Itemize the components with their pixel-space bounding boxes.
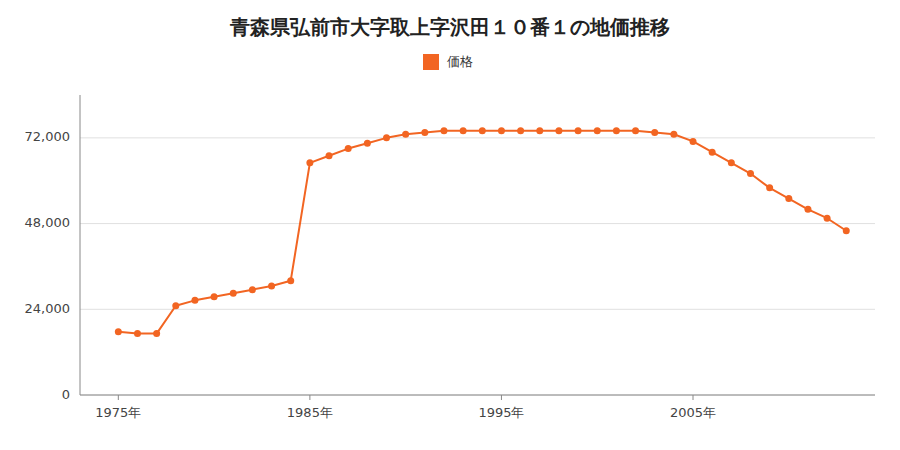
y-axis-line <box>80 95 81 395</box>
y-tick-label: 0 <box>62 387 70 402</box>
marker <box>728 159 735 166</box>
y-tick-label: 72,000 <box>25 129 71 144</box>
grid-line <box>80 223 875 224</box>
marker <box>498 127 505 134</box>
marker <box>440 127 447 134</box>
marker <box>383 134 390 141</box>
x-tick <box>693 395 694 400</box>
marker <box>134 330 141 337</box>
legend-label: 価格 <box>447 54 473 69</box>
marker <box>575 127 582 134</box>
grid-line <box>80 137 875 138</box>
x-tick-label: 1995年 <box>478 405 524 420</box>
marker <box>460 127 467 134</box>
x-tick-label: 1985年 <box>287 405 333 420</box>
x-tick-label: 1975年 <box>95 405 141 420</box>
marker <box>709 149 716 156</box>
marker <box>594 127 601 134</box>
marker <box>172 302 179 309</box>
marker <box>632 127 639 134</box>
marker <box>670 131 677 138</box>
marker <box>364 140 371 147</box>
marker <box>268 283 275 290</box>
x-tick <box>501 395 502 400</box>
grid-line <box>80 395 875 396</box>
marker <box>402 131 409 138</box>
plot-data <box>115 127 850 337</box>
marker <box>804 206 811 213</box>
marker <box>690 138 697 145</box>
marker <box>191 297 198 304</box>
marker <box>747 170 754 177</box>
marker <box>249 286 256 293</box>
marker <box>785 195 792 202</box>
marker <box>479 127 486 134</box>
marker <box>651 129 658 136</box>
marker <box>153 330 160 337</box>
legend: 価格 <box>423 54 473 71</box>
title: 青森県弘前市大字取上字沢田１０番１の地価推移 <box>229 15 670 39</box>
marker <box>555 127 562 134</box>
x-tick <box>118 395 119 400</box>
x-axis-line <box>80 395 875 396</box>
marker <box>115 328 122 335</box>
marker <box>326 152 333 159</box>
line <box>118 131 846 334</box>
marker <box>843 227 850 234</box>
marker <box>287 277 294 284</box>
grid-line <box>80 309 875 310</box>
y-tick-label: 24,000 <box>25 301 71 316</box>
y-tick-label: 48,000 <box>25 215 71 230</box>
x-tick <box>309 395 310 400</box>
x-tick-label: 2005年 <box>670 405 716 420</box>
marker <box>421 129 428 136</box>
marker <box>517 127 524 134</box>
marker <box>230 290 237 297</box>
legend-swatch <box>423 54 439 70</box>
marker <box>613 127 620 134</box>
axes: 0 24,000 48,000 72,000 1975年 1985年 1995年 2005年 <box>25 95 876 420</box>
marker <box>345 145 352 152</box>
marker <box>211 293 218 300</box>
marker <box>306 159 313 166</box>
marker <box>536 127 543 134</box>
marker <box>766 184 773 191</box>
chart: 青森県弘前市大字取上字沢田１０番１の地価推移 0 24,000 48,000 72,00… <box>0 0 900 450</box>
marker <box>824 215 831 222</box>
